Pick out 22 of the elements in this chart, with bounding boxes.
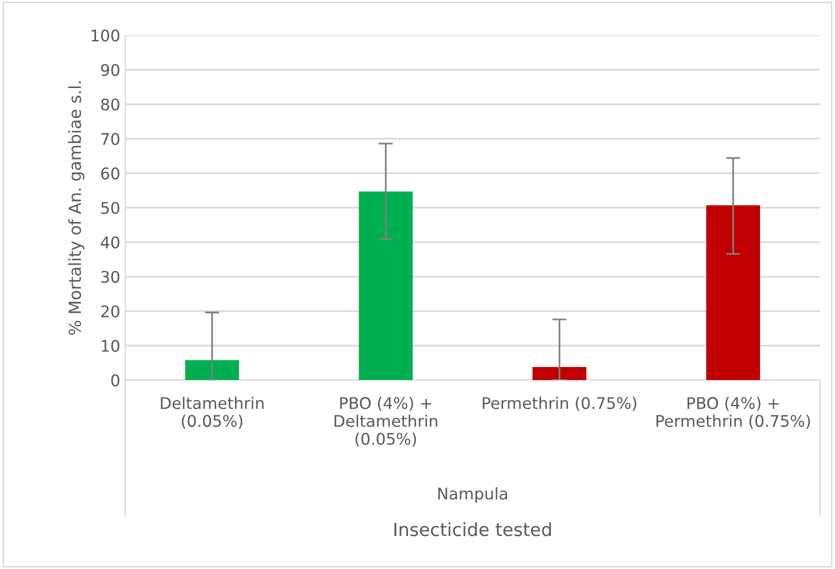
bar: [358, 191, 413, 380]
y-tick-label: 20: [101, 305, 120, 318]
y-tick-label: 100: [92, 29, 120, 42]
bar: [532, 366, 586, 380]
bar: [185, 360, 240, 380]
y-tick-label: 90: [101, 64, 120, 76]
y-tick-label: 60: [101, 167, 120, 180]
y-axis-title: % Mortality of An. gambiae s.l.: [68, 81, 84, 335]
y-tick-label: 70: [101, 132, 120, 146]
x-tick-label: PBO (4%) + Deltamethrin (0.05%): [334, 396, 438, 447]
y-tick-label: 30: [101, 270, 120, 283]
y-tick-label: 0: [111, 374, 120, 386]
y-tick-label: 40: [100, 236, 120, 248]
x-tick-label: Deltamethrin (0.05%): [160, 396, 264, 429]
text: Nampula: [438, 487, 508, 503]
x-tick-label: Permethrin (0.75%): [482, 396, 636, 411]
y-tick-label: 10: [102, 340, 120, 352]
x-tick-label: PBO (4%) + Permethrin (0.75%): [656, 396, 810, 429]
y-tick-label: 80: [101, 98, 120, 111]
x-axis-title: Insecticide tested: [394, 522, 551, 536]
y-tick-label: 50: [101, 202, 120, 214]
bar: [706, 205, 760, 380]
